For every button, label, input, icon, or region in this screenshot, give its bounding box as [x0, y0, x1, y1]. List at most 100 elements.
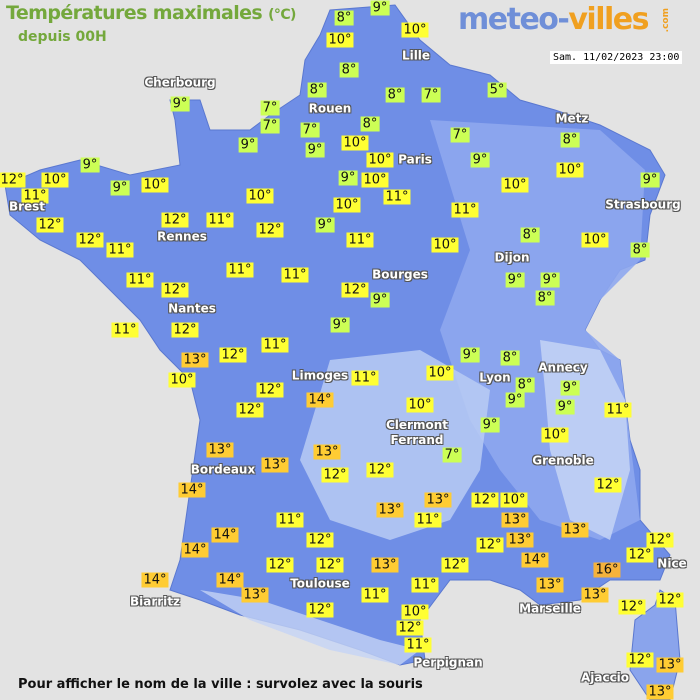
temperature-label[interactable]: 13° — [371, 557, 399, 573]
temperature-label[interactable]: 9° — [170, 96, 190, 112]
temperature-label[interactable]: 10° — [581, 232, 609, 248]
temperature-label[interactable]: 8° — [500, 350, 520, 366]
temperature-label[interactable]: 10° — [366, 152, 394, 168]
temperature-label[interactable]: 14° — [521, 552, 549, 568]
temperature-label[interactable]: 10° — [341, 135, 369, 151]
temperature-label[interactable]: 9° — [505, 392, 525, 408]
temperature-label[interactable]: 8° — [630, 242, 650, 258]
temperature-label[interactable]: 12° — [76, 232, 104, 248]
temperature-label[interactable]: 13° — [646, 684, 674, 700]
temperature-label[interactable]: 11° — [411, 577, 439, 593]
temperature-label[interactable]: 10° — [333, 197, 361, 213]
temperature-label[interactable]: 12° — [316, 557, 344, 573]
temperature-label[interactable]: 7° — [300, 122, 320, 138]
temperature-label[interactable]: 10° — [556, 162, 584, 178]
temperature-label[interactable]: 12° — [171, 322, 199, 338]
temperature-label[interactable]: 12° — [341, 282, 369, 298]
temperature-label[interactable]: 11° — [451, 202, 479, 218]
temperature-label[interactable]: 14° — [211, 527, 239, 543]
temperature-label[interactable]: 9° — [470, 152, 490, 168]
temperature-label[interactable]: 8° — [334, 10, 354, 26]
temperature-label[interactable]: 12° — [594, 477, 622, 493]
temperature-label[interactable]: 13° — [206, 442, 234, 458]
temperature-label[interactable]: 9° — [480, 417, 500, 433]
temperature-label[interactable]: 11° — [261, 337, 289, 353]
temperature-label[interactable]: 10° — [406, 397, 434, 413]
temperature-label[interactable]: 13° — [506, 532, 534, 548]
temperature-label[interactable]: 12° — [256, 222, 284, 238]
temperature-label[interactable]: 11° — [414, 512, 442, 528]
temperature-label[interactable]: 8° — [520, 227, 540, 243]
temperature-label[interactable]: 10° — [246, 188, 274, 204]
temperature-label[interactable]: 11° — [351, 370, 379, 386]
temperature-label[interactable]: 9° — [80, 157, 100, 173]
temperature-label[interactable]: 12° — [626, 652, 654, 668]
temperature-label[interactable]: 12° — [626, 547, 654, 563]
temperature-label[interactable]: 14° — [216, 572, 244, 588]
temperature-label[interactable]: 9° — [560, 380, 580, 396]
temperature-label[interactable]: 12° — [476, 537, 504, 553]
temperature-label[interactable]: 10° — [168, 372, 196, 388]
temperature-label[interactable]: 14° — [178, 482, 206, 498]
temperature-label[interactable]: 13° — [181, 352, 209, 368]
temperature-label[interactable]: 11° — [404, 637, 432, 653]
temperature-label[interactable]: 9° — [110, 180, 130, 196]
temperature-label[interactable]: 11° — [106, 242, 134, 258]
temperature-label[interactable]: 5° — [487, 82, 507, 98]
temperature-label[interactable]: 9° — [540, 272, 560, 288]
temperature-label[interactable]: 10° — [326, 32, 354, 48]
temperature-label[interactable]: 10° — [431, 237, 459, 253]
temperature-label[interactable]: 8° — [339, 62, 359, 78]
temperature-label[interactable]: 13° — [261, 457, 289, 473]
temperature-label[interactable]: 10° — [361, 172, 389, 188]
temperature-label[interactable]: 7° — [450, 127, 470, 143]
temperature-label[interactable]: 12° — [321, 467, 349, 483]
temperature-label[interactable]: 10° — [401, 604, 429, 620]
temperature-label[interactable]: 7° — [442, 447, 462, 463]
temperature-label[interactable]: 12° — [656, 592, 684, 608]
temperature-label[interactable]: 7° — [421, 87, 441, 103]
temperature-label[interactable]: 13° — [581, 587, 609, 603]
temperature-label[interactable]: 11° — [361, 587, 389, 603]
temperature-label[interactable]: 9° — [330, 317, 350, 333]
temperature-label[interactable]: 8° — [560, 132, 580, 148]
temperature-label[interactable]: 13° — [536, 577, 564, 593]
temperature-label[interactable]: 11° — [111, 322, 139, 338]
temperature-label[interactable]: 12° — [306, 532, 334, 548]
temperature-label[interactable]: 8° — [307, 82, 327, 98]
temperature-label[interactable]: 9° — [338, 170, 358, 186]
temperature-label[interactable]: 10° — [41, 172, 69, 188]
temperature-label[interactable]: 11° — [346, 232, 374, 248]
temperature-label[interactable]: 9° — [370, 292, 390, 308]
temperature-label[interactable]: 13° — [376, 502, 404, 518]
temperature-label[interactable]: 9° — [370, 0, 390, 16]
temperature-label[interactable]: 12° — [236, 402, 264, 418]
temperature-label[interactable]: 11° — [206, 212, 234, 228]
temperature-label[interactable]: 8° — [535, 290, 555, 306]
temperature-label[interactable]: 11° — [21, 188, 49, 204]
temperature-label[interactable]: 11° — [276, 512, 304, 528]
temperature-label[interactable]: 13° — [656, 657, 684, 673]
temperature-label[interactable]: 10° — [426, 365, 454, 381]
temperature-label[interactable]: 13° — [313, 444, 341, 460]
temperature-label[interactable]: 8° — [360, 116, 380, 132]
temperature-label[interactable]: 12° — [36, 217, 64, 233]
temperature-label[interactable]: 12° — [256, 382, 284, 398]
temperature-label[interactable]: 10° — [501, 177, 529, 193]
temperature-label[interactable]: 9° — [505, 272, 525, 288]
temperature-label[interactable]: 14° — [181, 542, 209, 558]
temperature-label[interactable]: 12° — [161, 282, 189, 298]
temperature-label[interactable]: 9° — [640, 172, 660, 188]
temperature-label[interactable]: 13° — [424, 492, 452, 508]
temperature-label[interactable]: 10° — [141, 177, 169, 193]
temperature-label[interactable]: 12° — [219, 347, 247, 363]
temperature-label[interactable]: 10° — [500, 492, 528, 508]
temperature-label[interactable]: 9° — [555, 399, 575, 415]
temperature-label[interactable]: 7° — [260, 100, 280, 116]
temperature-label[interactable]: 11° — [383, 189, 411, 205]
temperature-label[interactable]: 8° — [515, 377, 535, 393]
temperature-label[interactable]: 12° — [471, 492, 499, 508]
temperature-label[interactable]: 11° — [126, 272, 154, 288]
temperature-label[interactable]: 13° — [501, 512, 529, 528]
temperature-label[interactable]: 13° — [241, 587, 269, 603]
